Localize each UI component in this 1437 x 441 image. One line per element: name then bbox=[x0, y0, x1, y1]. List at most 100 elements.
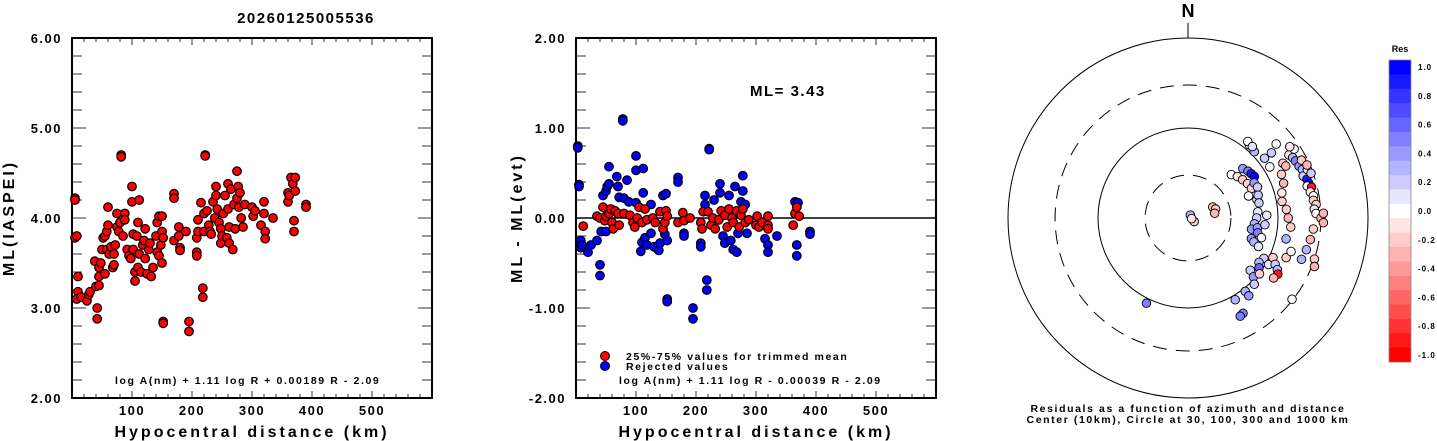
data-point bbox=[184, 326, 194, 337]
distance-ring-1000km bbox=[1007, 37, 1369, 399]
station-residual-point bbox=[1235, 311, 1245, 321]
data-point bbox=[92, 303, 103, 313]
colorbar-bin bbox=[1389, 232, 1411, 248]
station-residual-point bbox=[1271, 139, 1281, 149]
data-point bbox=[595, 270, 605, 281]
colorbar-bin bbox=[1389, 304, 1411, 320]
data-point bbox=[724, 190, 734, 201]
colorbar-bin bbox=[1389, 275, 1411, 291]
data-point bbox=[235, 187, 245, 198]
data-point bbox=[238, 222, 248, 232]
station-residual-point bbox=[1253, 241, 1264, 252]
station-residual-point bbox=[1266, 148, 1277, 158]
station-residual-point bbox=[1230, 295, 1240, 305]
station-residual-point bbox=[1209, 208, 1220, 219]
data-point bbox=[710, 223, 721, 234]
data-point bbox=[73, 271, 83, 282]
station-residual-point bbox=[1301, 244, 1312, 255]
station-residual-point bbox=[1259, 153, 1270, 163]
y-tick-label: 2.00 bbox=[535, 31, 566, 46]
y-tick-label: -1.00 bbox=[529, 301, 566, 316]
data-point bbox=[613, 181, 623, 192]
data-point bbox=[211, 181, 221, 192]
data-point bbox=[70, 195, 80, 205]
station-residual-point bbox=[1318, 217, 1329, 228]
data-point bbox=[661, 188, 671, 199]
colorbar-bin bbox=[1389, 146, 1411, 162]
data-point bbox=[157, 258, 167, 268]
data-point bbox=[638, 187, 649, 198]
data-point bbox=[763, 247, 773, 258]
x-tick-label: 500 bbox=[863, 403, 889, 418]
data-point bbox=[175, 245, 185, 256]
station-residual-point bbox=[1243, 191, 1254, 201]
data-point bbox=[191, 250, 202, 261]
data-point bbox=[92, 313, 103, 324]
colorbar-label: -0.4 bbox=[1418, 265, 1436, 274]
station-residual-point bbox=[1186, 213, 1197, 224]
data-point bbox=[301, 202, 311, 213]
data-point bbox=[622, 175, 632, 186]
colorbar-label: -0.6 bbox=[1418, 293, 1436, 302]
data-point bbox=[662, 211, 673, 222]
x-tick-label: 200 bbox=[179, 403, 205, 418]
colorbar-title: Res bbox=[1392, 44, 1409, 54]
data-point bbox=[140, 223, 151, 234]
data-point bbox=[118, 231, 128, 241]
data-point bbox=[743, 214, 754, 225]
data-point bbox=[577, 240, 587, 250]
data-point bbox=[103, 220, 113, 231]
data-point bbox=[110, 240, 121, 250]
colorbar-bin bbox=[1389, 117, 1411, 133]
station-residual-point bbox=[1256, 232, 1267, 243]
x-tick-label: 200 bbox=[683, 403, 709, 418]
ml-annotation: ML= 3.43 bbox=[750, 83, 826, 100]
x-tick-label: 300 bbox=[239, 403, 265, 418]
data-point bbox=[592, 235, 602, 246]
legend-label-rejected: Rejected values bbox=[626, 361, 729, 373]
data-point bbox=[109, 259, 119, 270]
data-point bbox=[700, 190, 710, 201]
data-point bbox=[737, 204, 748, 214]
data-point bbox=[133, 217, 143, 228]
data-point bbox=[260, 233, 271, 244]
station-residual-point bbox=[1318, 208, 1329, 219]
legend-marker-rejected bbox=[600, 361, 610, 371]
colorbar-label: 0.8 bbox=[1418, 92, 1432, 101]
data-point bbox=[236, 213, 247, 223]
colorbar-frame bbox=[1388, 59, 1412, 363]
data-point bbox=[206, 229, 217, 240]
x-axis-label: Hypocentral distance (km) bbox=[114, 424, 389, 441]
station-residual-point bbox=[1285, 142, 1295, 152]
data-point bbox=[617, 115, 628, 126]
data-point bbox=[688, 303, 698, 313]
station-residual-point bbox=[1244, 291, 1254, 301]
plot-frame bbox=[71, 37, 433, 399]
y-axis-label: ML(IASPEI) bbox=[1, 160, 18, 276]
station-residual-point bbox=[1306, 168, 1316, 178]
x-tick-label: 500 bbox=[359, 403, 385, 418]
station-residual-point bbox=[1268, 273, 1279, 283]
station-residual-point bbox=[1305, 234, 1316, 245]
data-point bbox=[103, 202, 113, 213]
x-tick-label: 300 bbox=[743, 403, 769, 418]
station-residual-point bbox=[1287, 294, 1297, 305]
station-residual-point bbox=[1261, 210, 1272, 221]
data-point bbox=[791, 250, 802, 261]
station-residual-point bbox=[1309, 261, 1320, 272]
north-label: N bbox=[1182, 1, 1195, 21]
data-point bbox=[604, 178, 614, 189]
station-residual-point bbox=[1283, 213, 1294, 223]
y-tick-label: 5.00 bbox=[31, 121, 62, 136]
data-point bbox=[196, 197, 206, 208]
distance-ring-30km bbox=[1144, 174, 1232, 262]
colorbar-bin bbox=[1389, 218, 1411, 234]
colorbar-bin bbox=[1389, 74, 1411, 90]
station-residual-point bbox=[1141, 298, 1152, 308]
data-point bbox=[116, 151, 127, 162]
data-point bbox=[109, 249, 119, 259]
data-point bbox=[169, 193, 179, 204]
data-point bbox=[85, 286, 95, 297]
data-point bbox=[650, 217, 661, 228]
